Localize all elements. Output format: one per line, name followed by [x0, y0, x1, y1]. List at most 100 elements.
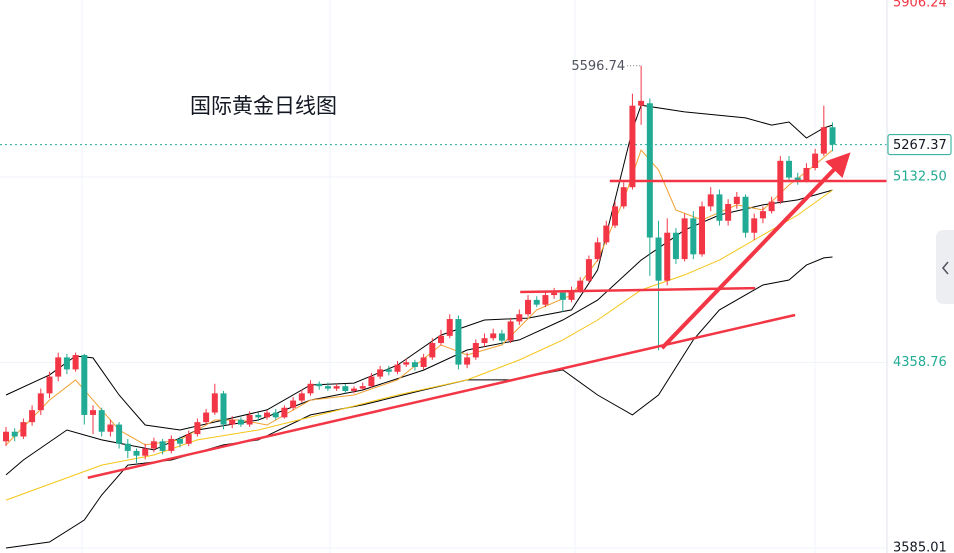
trend-arrow: [660, 152, 851, 350]
candle-body: [585, 259, 592, 281]
candle-body: [316, 383, 323, 387]
plot-area: 5596.74: [3, 59, 887, 549]
candle-body: [481, 338, 488, 344]
trend-line: [520, 286, 756, 294]
candle-body: [516, 314, 523, 322]
y-tick-label: 4358.76: [893, 355, 947, 370]
candle-body: [177, 438, 184, 444]
candle-body: [46, 376, 53, 394]
candle-body: [472, 343, 479, 358]
candle-body: [307, 383, 314, 394]
candle-body: [394, 364, 401, 372]
candle-body: [11, 431, 18, 437]
indicator-line: [5, 189, 833, 501]
candle-body: [220, 393, 227, 425]
candle-body: [37, 393, 44, 411]
candle-body: [55, 357, 62, 377]
chevron-icon[interactable]: [942, 261, 949, 275]
candle-body: [733, 196, 740, 204]
candle-body: [420, 357, 427, 367]
candle-body: [290, 400, 297, 408]
candle-body: [803, 168, 810, 180]
candle-body: [646, 103, 653, 238]
candle-body: [464, 357, 471, 365]
candle-body: [203, 412, 210, 423]
candle-body: [638, 100, 645, 106]
candle-body: [324, 386, 331, 389]
candle-body: [377, 369, 384, 377]
candle-body: [63, 357, 70, 370]
candle-body: [81, 355, 88, 415]
candle-body: [281, 407, 288, 418]
candle-body: [98, 410, 105, 432]
candle-body: [507, 321, 514, 341]
candle-body: [594, 242, 601, 260]
candle-body: [612, 206, 619, 226]
candle-body: [446, 319, 453, 336]
candle-body: [411, 362, 418, 367]
candle-body: [490, 333, 497, 339]
candle-body: [820, 127, 827, 154]
candle-body: [72, 355, 79, 370]
vertical-grid: [81, 0, 816, 553]
y-tick-label: 3585.01: [893, 541, 947, 553]
max-label: 5596.74: [571, 59, 625, 74]
candle-body: [237, 419, 244, 425]
candle-body: [246, 414, 253, 425]
last-price-box: [887, 134, 952, 156]
candle-body: [264, 412, 271, 418]
candle-body: [3, 431, 10, 442]
candle-body: [568, 290, 575, 300]
price-axis: 3585.01 4358.76 5132.50 5906.24 5267.37: [887, 0, 952, 553]
candle-body: [133, 450, 140, 456]
last-price-label: 5267.37: [893, 138, 947, 153]
candle-body: [812, 153, 819, 169]
candle-body: [438, 335, 445, 344]
candle-body: [559, 292, 566, 300]
candle-body: [786, 160, 793, 178]
candle-body: [20, 422, 27, 437]
trend-line: [87, 313, 796, 479]
candle-body: [794, 177, 801, 180]
candle-body: [342, 386, 349, 391]
candle-body: [90, 410, 97, 415]
candle-body: [159, 441, 166, 451]
scroll-tab-bg[interactable]: [936, 230, 954, 304]
candle-body: [620, 187, 627, 207]
candle-body: [429, 343, 436, 358]
candle-body: [498, 333, 505, 341]
candle-body: [150, 441, 157, 449]
candle-body: [298, 393, 305, 401]
candle-body: [542, 295, 549, 305]
candle-body: [690, 218, 697, 255]
candle-body: [655, 237, 662, 281]
candle-body: [672, 232, 679, 260]
candle-body: [229, 419, 236, 425]
grid: [0, 144, 887, 549]
candle-body: [116, 424, 123, 444]
candle-body: [551, 292, 558, 296]
candle-body: [124, 443, 131, 451]
candle-body: [255, 414, 262, 418]
y-tick-label: 5906.24: [893, 0, 947, 11]
candle-body: [403, 362, 410, 365]
candle-body: [829, 127, 836, 145]
candle-body: [533, 299, 540, 305]
candle-body: [142, 448, 149, 456]
candle-body: [107, 424, 114, 432]
candle-body: [768, 201, 775, 212]
candle-body: [751, 218, 758, 233]
candle-body: [168, 438, 175, 451]
scroll-tab[interactable]: [936, 230, 954, 304]
candle-body: [725, 203, 732, 221]
candle-body: [333, 386, 340, 389]
candle-body: [664, 232, 671, 281]
candle-body: [759, 211, 766, 219]
candle-body: [272, 412, 279, 418]
candle-body: [385, 369, 392, 372]
candle-body: [716, 194, 723, 221]
candle-body: [368, 376, 375, 387]
candle-body: [699, 206, 706, 255]
candle-body: [707, 194, 714, 207]
